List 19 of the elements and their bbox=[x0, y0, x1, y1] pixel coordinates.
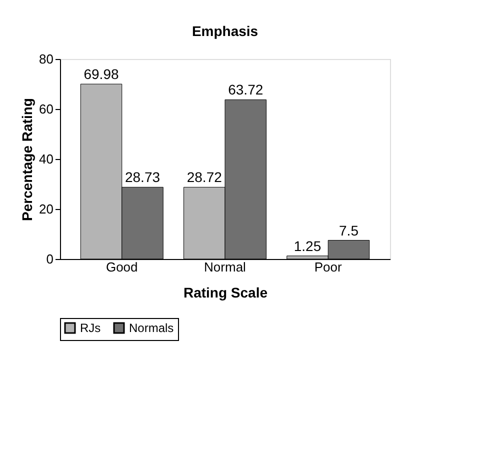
x-tick-label: Good bbox=[106, 260, 138, 274]
y-tick-label: 0 bbox=[46, 252, 54, 266]
data-label: 7.5 bbox=[339, 222, 359, 238]
x-tick-label: Poor bbox=[314, 260, 343, 274]
data-label: 63.72 bbox=[228, 82, 264, 98]
data-label: 69.98 bbox=[84, 66, 119, 82]
data-label: 28.72 bbox=[186, 169, 222, 186]
legend-label: Normals bbox=[129, 321, 174, 335]
x-axis-title: Rating Scale bbox=[183, 284, 268, 300]
y-axis-title: Percentage Rating bbox=[19, 98, 36, 221]
y-tick-label: 40 bbox=[39, 152, 54, 166]
chart-title: Emphasis bbox=[192, 23, 258, 39]
y-tick-label: 80 bbox=[39, 52, 54, 66]
legend-label: RJs bbox=[80, 321, 101, 335]
data-label: 28.73 bbox=[124, 169, 160, 186]
x-tick-label: Normal bbox=[204, 260, 246, 274]
y-tick-label: 20 bbox=[39, 202, 54, 216]
data-label: 1.25 bbox=[294, 238, 322, 254]
y-tick-label: 60 bbox=[39, 102, 54, 116]
